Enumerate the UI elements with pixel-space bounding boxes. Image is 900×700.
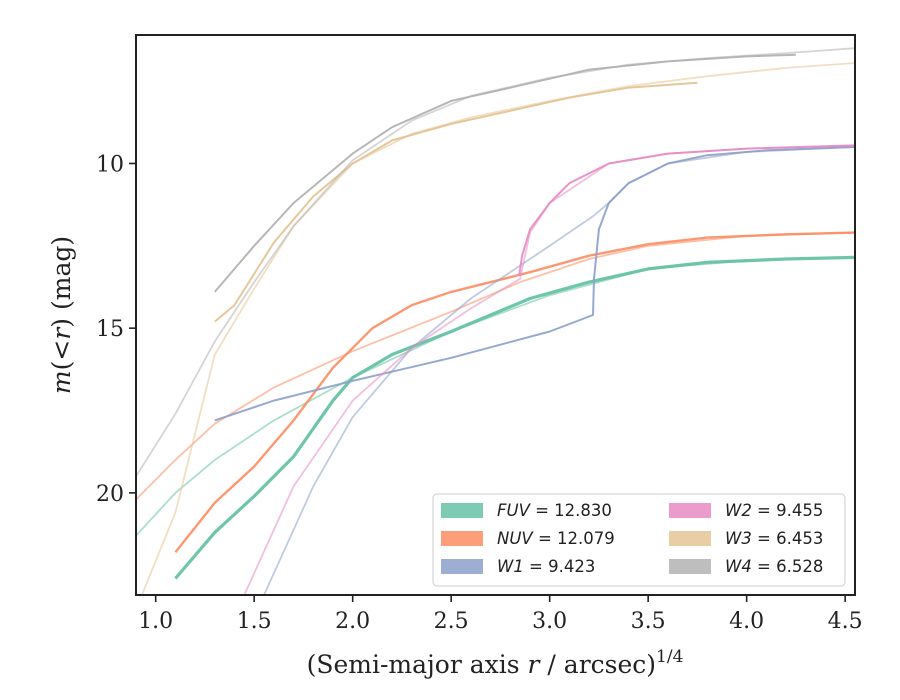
x-tick-label: 3.0 <box>532 609 567 634</box>
x-tick-label: 2.5 <box>434 609 469 634</box>
legend: FUV = 12.830 NUV = 12.079 W1 = 9.423 W2 = 9… <box>432 493 846 587</box>
curve-w3-1 <box>214 81 698 323</box>
x-tick-label: 4.0 <box>729 609 764 634</box>
curve-fuv-2 <box>136 259 747 537</box>
legend-swatch-nuv <box>441 531 483 546</box>
legend-label-w3: W3 = 6.453 <box>725 529 823 548</box>
legend-swatch-w3 <box>669 531 711 546</box>
x-axis-label: (Semi-major axis r / arcsec)1/4 <box>307 647 684 679</box>
y-axis-ticks: 10 15 20 <box>96 152 136 507</box>
curve-w3-2 <box>141 62 855 595</box>
curve-w4-2 <box>136 47 855 477</box>
series-curves <box>136 47 855 595</box>
x-tick-label: 1.5 <box>237 609 272 634</box>
y-tick-label: 10 <box>96 152 124 177</box>
x-tick-label: 2.0 <box>335 609 370 634</box>
legend-swatch-w4 <box>669 559 711 574</box>
x-axis-ticks: 1.0 1.5 2.0 2.5 3.0 3.5 4.0 4.5 <box>138 595 863 634</box>
curve-nuv-2 <box>136 231 855 501</box>
y-axis-label: m(<r) (mag) <box>47 236 76 394</box>
legend-frame <box>432 493 846 587</box>
curve-nuv-1 <box>174 231 855 553</box>
legend-swatch-fuv <box>441 503 483 518</box>
legend-label-w2: W2 = 9.455 <box>725 501 823 520</box>
legend-label-w1: W1 = 9.423 <box>497 557 595 576</box>
legend-label-nuv: NUV = 12.079 <box>497 529 615 548</box>
x-tick-label: 1.0 <box>138 609 173 634</box>
curve-w2-2 <box>243 144 855 595</box>
legend-label-fuv: FUV = 12.830 <box>497 501 612 520</box>
y-tick-label: 15 <box>96 317 124 342</box>
plot-frame <box>135 34 856 596</box>
curve-w2-1 <box>518 144 855 276</box>
curve-w1-2 <box>263 146 855 595</box>
curve-w1-1 <box>214 146 855 422</box>
legend-swatch-w1 <box>441 559 483 574</box>
y-tick-label: 20 <box>96 482 124 507</box>
x-tick-label: 3.5 <box>631 609 666 634</box>
x-tick-label: 4.5 <box>828 609 863 634</box>
curve-w4-1 <box>214 53 796 293</box>
legend-label-w4: W4 = 6.528 <box>725 557 823 576</box>
legend-swatch-w2 <box>669 503 711 518</box>
